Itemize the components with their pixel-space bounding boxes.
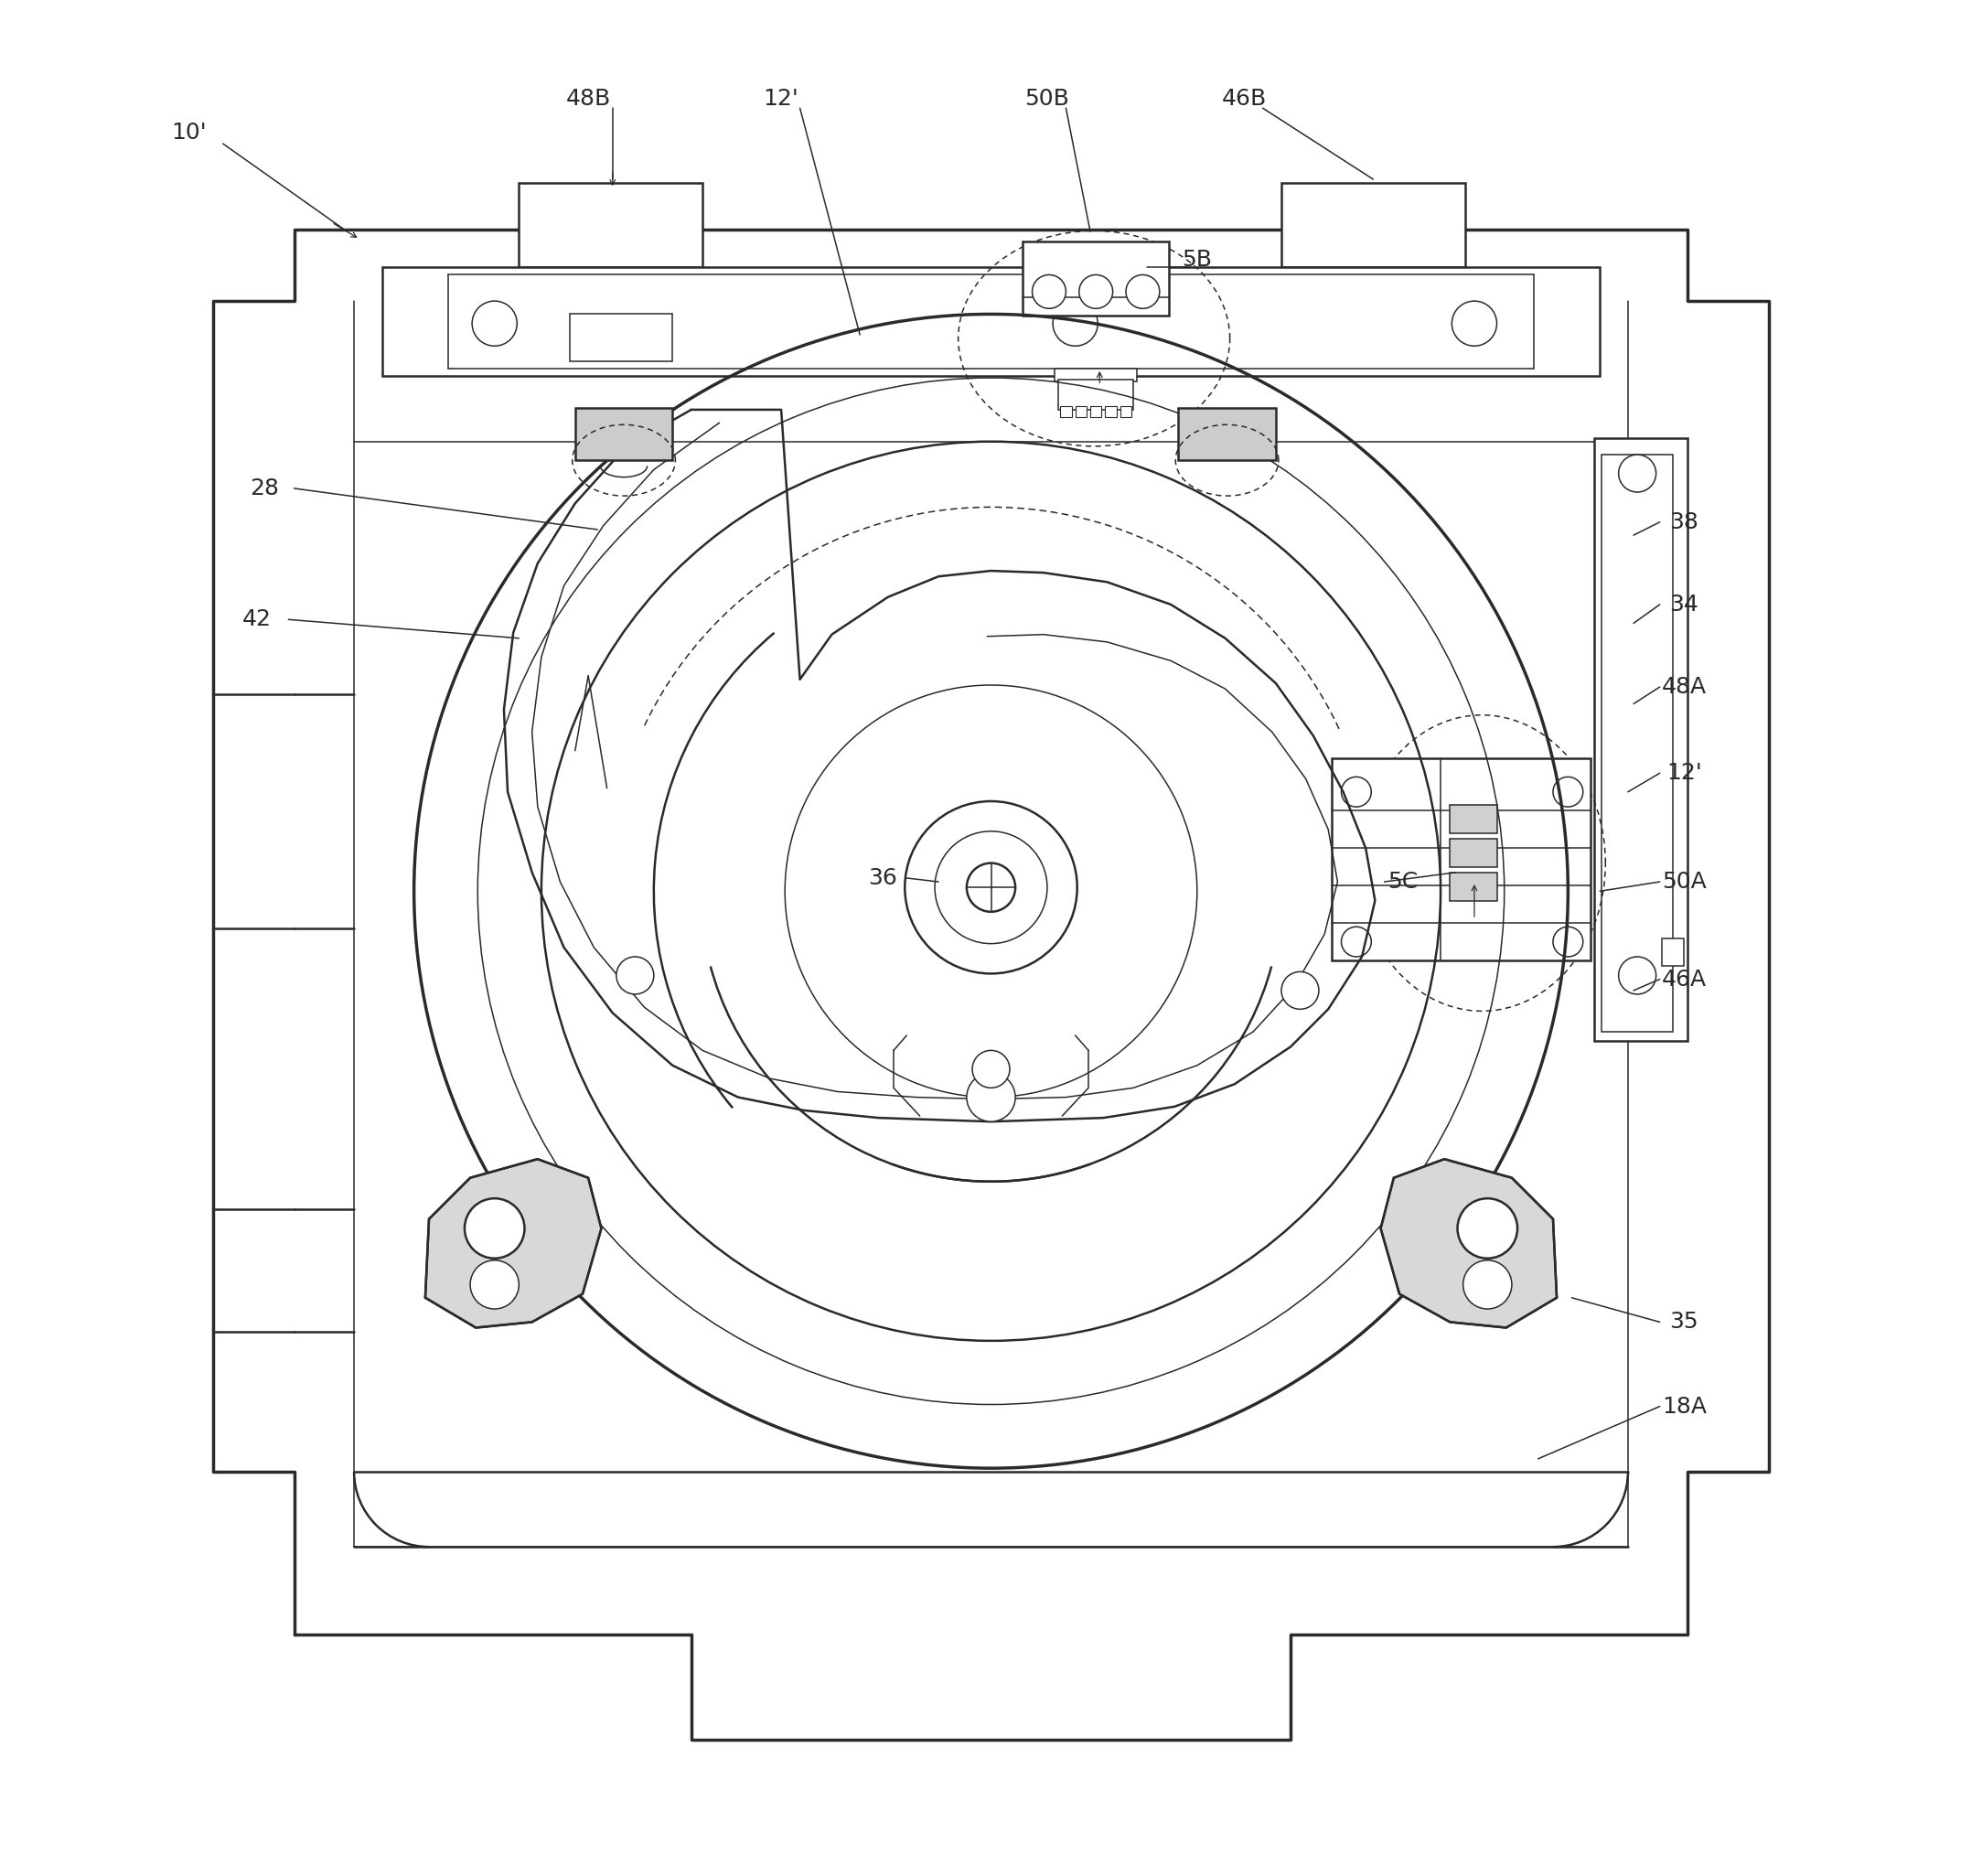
Circle shape	[1554, 777, 1584, 807]
Text: 46B: 46B	[1221, 88, 1266, 109]
Text: 18A: 18A	[1661, 1396, 1707, 1418]
Circle shape	[967, 863, 1015, 912]
Bar	[1120, 405, 1132, 416]
Bar	[519, 184, 702, 266]
Bar	[1058, 379, 1134, 409]
Text: 42: 42	[242, 608, 272, 630]
Bar	[1179, 407, 1276, 460]
Circle shape	[1342, 777, 1372, 807]
Bar	[1601, 454, 1673, 1032]
Bar	[1090, 405, 1102, 416]
Circle shape	[1463, 1261, 1512, 1309]
Bar	[1451, 839, 1496, 867]
Circle shape	[1453, 300, 1496, 345]
Text: 46A: 46A	[1661, 968, 1707, 991]
Bar	[1060, 405, 1072, 416]
Circle shape	[1554, 927, 1584, 957]
Circle shape	[906, 801, 1076, 974]
Circle shape	[1078, 274, 1112, 308]
Circle shape	[973, 1051, 1009, 1088]
Bar	[575, 407, 672, 460]
Bar	[1076, 405, 1086, 416]
Text: 28: 28	[250, 477, 279, 499]
Text: 48A: 48A	[1661, 675, 1707, 698]
Circle shape	[1282, 972, 1318, 1009]
Polygon shape	[1381, 1159, 1556, 1328]
Circle shape	[1619, 454, 1657, 492]
Bar	[1451, 872, 1496, 900]
Text: 10': 10'	[172, 122, 206, 143]
Bar	[1661, 938, 1685, 966]
Circle shape	[616, 957, 654, 994]
Bar	[1594, 437, 1689, 1041]
Bar	[569, 313, 672, 360]
Text: 35: 35	[1669, 1311, 1699, 1334]
Circle shape	[1457, 1199, 1518, 1259]
Bar	[1332, 758, 1590, 961]
Bar	[1023, 242, 1169, 315]
Text: 5C: 5C	[1387, 870, 1419, 893]
Circle shape	[1052, 300, 1098, 345]
Circle shape	[936, 831, 1046, 944]
Circle shape	[472, 300, 517, 345]
Text: 36: 36	[868, 867, 898, 889]
Text: 38: 38	[1669, 510, 1699, 533]
Circle shape	[1033, 274, 1066, 308]
Text: 50A: 50A	[1661, 870, 1707, 893]
Circle shape	[464, 1199, 525, 1259]
Text: 5B: 5B	[1181, 250, 1213, 270]
Text: 48B: 48B	[565, 88, 610, 109]
Text: 12': 12'	[1667, 762, 1703, 784]
Circle shape	[470, 1261, 519, 1309]
Bar	[1451, 805, 1496, 833]
Bar	[383, 266, 1599, 375]
Circle shape	[1126, 274, 1159, 308]
Text: 50B: 50B	[1025, 88, 1070, 109]
Text: 12': 12'	[763, 88, 799, 109]
Circle shape	[967, 1073, 1015, 1122]
Bar	[1282, 184, 1465, 266]
Bar	[1106, 405, 1116, 416]
Bar	[1054, 368, 1138, 381]
Polygon shape	[426, 1159, 601, 1328]
Circle shape	[1342, 927, 1372, 957]
Text: 34: 34	[1669, 593, 1699, 615]
Circle shape	[1619, 957, 1657, 994]
